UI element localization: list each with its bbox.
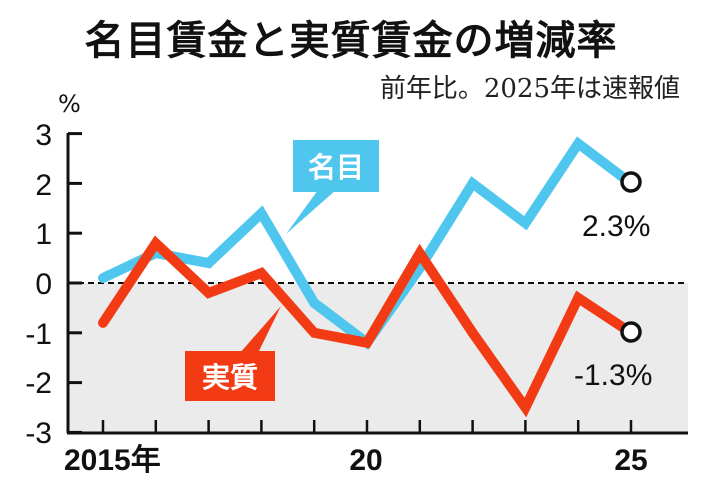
y-tick-label: -2 — [25, 367, 52, 400]
chart-subtitle: 前年比。2025年は速報値 — [379, 74, 680, 104]
y-tick-label: -3 — [25, 417, 52, 450]
real-end-marker — [620, 321, 642, 343]
y-ticks — [68, 132, 82, 434]
real-wage-line — [98, 235, 636, 418]
nominal-legend-label: 名目 — [308, 151, 364, 184]
x-label-2020: 20 — [349, 444, 382, 477]
y-tick-label: 3 — [35, 119, 52, 152]
y-axis-unit: % — [58, 90, 81, 118]
nominal-end-marker — [620, 171, 642, 193]
x-label-2025: 25 — [614, 444, 647, 477]
x-ticks — [101, 420, 633, 433]
y-tick-label: 1 — [35, 218, 52, 251]
real-callout: 実質 — [185, 306, 281, 401]
x-label-2015: 2015年 — [64, 444, 161, 477]
real-end-value: -1.3% — [574, 359, 652, 392]
y-tick-label: 0 — [35, 268, 52, 301]
real-legend-label: 実質 — [202, 361, 258, 394]
y-tick-label: 2 — [35, 169, 52, 202]
nominal-callout: 名目 — [286, 140, 379, 234]
nominal-end-value: 2.3% — [582, 210, 650, 243]
chart-title: 名目賃金と実質賃金の増減率 — [84, 18, 618, 64]
y-tick-label: -1 — [25, 318, 52, 351]
